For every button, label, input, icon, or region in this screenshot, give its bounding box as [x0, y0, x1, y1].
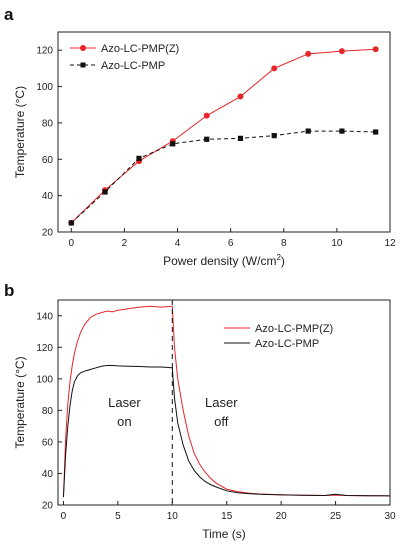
x-tick-label: 5 — [115, 511, 121, 522]
x-tick-label: 12 — [384, 238, 396, 249]
panel-a-ticks: 0 2 4 6 8 10 12 20 40 60 80 100 120 — [36, 46, 396, 249]
series-azo-lc-pmp-z-line — [70, 48, 376, 224]
y-tick-label: 60 — [42, 155, 54, 166]
series-azo-lc-pmp-point — [339, 128, 345, 134]
series-azo-lc-pmp-z-point — [372, 46, 379, 53]
series-azo-lc-pmp-z-point — [271, 65, 278, 72]
x-tick-label: 8 — [281, 238, 287, 249]
y-tick-label: 20 — [42, 501, 54, 512]
x-tick-label: 10 — [167, 511, 179, 522]
y-tick-label: 20 — [42, 228, 54, 239]
annotation-laser-off: Laser off — [205, 395, 238, 429]
series-azo-lc-pmp-point — [170, 141, 176, 147]
panel-a-label: a — [4, 5, 14, 24]
panel-a-ylabel: Temperature (°C) — [13, 86, 27, 178]
y-tick-label: 80 — [42, 406, 54, 417]
series-azo-lc-pmp-point — [271, 133, 277, 139]
annotation-laser-on: Laser on — [108, 395, 141, 429]
panel-a-xlabel: Power density (W/cm2) — [163, 253, 285, 268]
x-tick-label: 6 — [228, 238, 234, 249]
x-tick-label: 0 — [68, 238, 74, 249]
panel-a-legend: Azo-LC-PMP(Z) Azo-LC-PMP — [70, 43, 179, 72]
x-tick-label: 2 — [122, 238, 128, 249]
panel-b-marks — [62, 300, 391, 505]
panel-b-label: b — [4, 281, 14, 300]
series-azo-lc-pmp-z-point — [203, 112, 210, 119]
series-azo-lc-pmp-point — [68, 220, 74, 226]
y-tick-label: 120 — [36, 343, 53, 354]
legend-label-azo-lc-pmp-z: Azo-LC-PMP(Z) — [255, 323, 333, 335]
x-tick-label: 15 — [221, 511, 233, 522]
panel-b: b 0 5 10 15 20 25 30 20 40 60 80 100 120 140 Time (s)… — [4, 281, 396, 541]
legend-label-azo-lc-pmp-z: Azo-LC-PMP(Z) — [101, 43, 179, 55]
y-tick-label: 140 — [36, 311, 53, 322]
panel-b-annotations: Laser on Laser off — [108, 395, 238, 429]
y-tick-label: 40 — [42, 469, 54, 480]
panel-b-xlabel: Time (s) — [202, 527, 246, 541]
series-azo-lc-pmp-point — [204, 136, 210, 142]
legend-marker-azo-lc-pmp-z — [80, 45, 86, 51]
panel-a-marks — [68, 46, 379, 226]
y-tick-label: 100 — [36, 82, 53, 93]
series-azo-lc-pmp-line — [70, 130, 376, 224]
x-tick-label: 25 — [330, 511, 342, 522]
series-azo-lc-pmp-z-point — [237, 93, 244, 100]
x-tick-label: 10 — [331, 238, 343, 249]
x-tick-label: 4 — [175, 238, 181, 249]
y-tick-label: 80 — [42, 118, 54, 129]
legend-label-azo-lc-pmp: Azo-LC-PMP — [101, 60, 165, 72]
x-tick-label: 0 — [61, 511, 67, 522]
legend-marker-azo-lc-pmp — [80, 62, 86, 68]
legend-label-azo-lc-pmp: Azo-LC-PMP — [255, 338, 319, 350]
panel-b-frame — [57, 299, 391, 506]
y-tick-label: 100 — [36, 374, 53, 385]
series-azo-lc-pmp-z-point — [338, 48, 345, 55]
panel-b-ticks: 0 5 10 15 20 25 30 20 40 60 80 100 120 140 — [36, 311, 396, 522]
y-tick-label: 60 — [42, 437, 54, 448]
x-tick-label: 30 — [384, 511, 396, 522]
x-tick-label: 20 — [276, 511, 288, 522]
series-azo-lc-pmp-point — [305, 128, 311, 134]
series-azo-lc-pmp-point — [136, 155, 142, 161]
panel-b-legend: Azo-LC-PMP(Z) Azo-LC-PMP — [224, 323, 333, 350]
y-tick-label: 40 — [42, 191, 54, 202]
series-azo-lc-pmp-point — [373, 129, 379, 135]
series-azo-lc-pmp-point — [102, 189, 108, 195]
series-azo-lc-pmp-z-point — [305, 50, 312, 57]
panel-b-ylabel: Temperature (°C) — [13, 356, 27, 448]
panel-a-frame — [57, 31, 391, 233]
panel-a: a 0 2 4 6 8 10 12 20 40 60 80 100 120 Power density … — [4, 5, 396, 268]
series-azo-lc-pmp-point — [237, 135, 244, 141]
y-tick-label: 120 — [36, 46, 53, 57]
